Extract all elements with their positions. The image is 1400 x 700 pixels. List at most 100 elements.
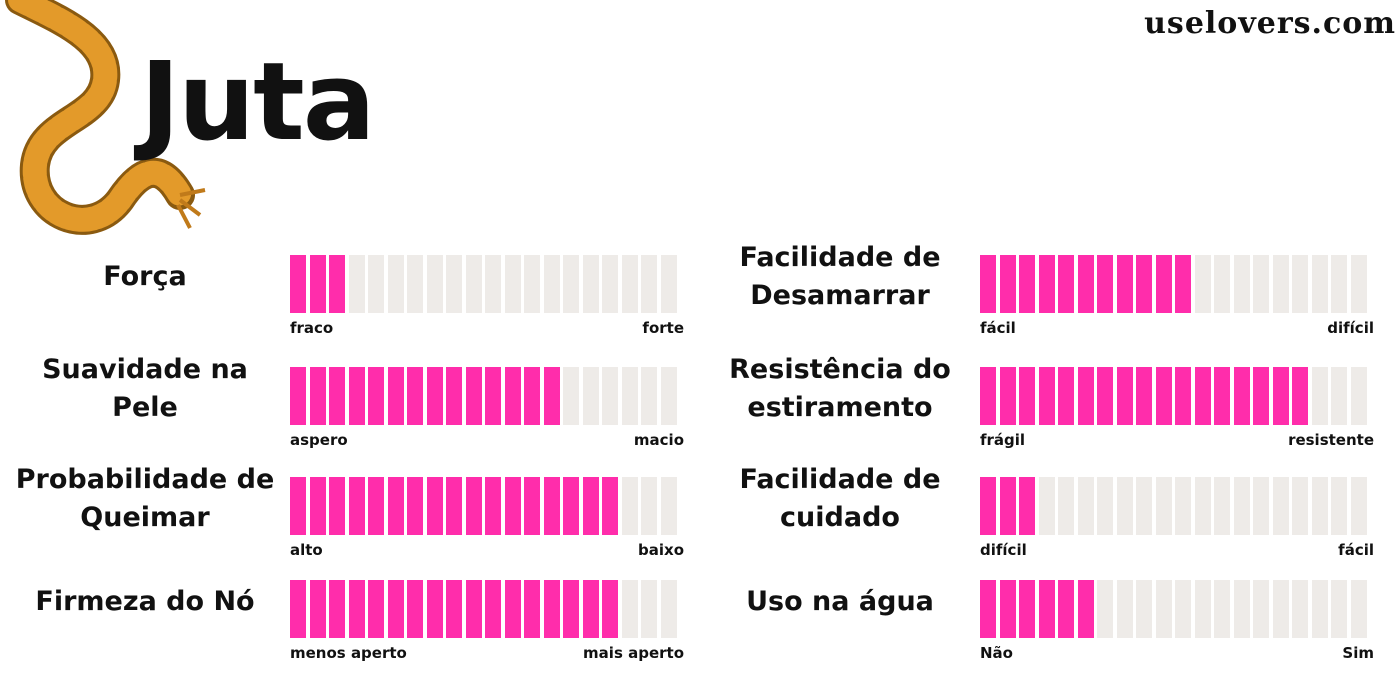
empty-segment <box>1272 477 1289 535</box>
filled-segment <box>1019 580 1035 638</box>
filled-segment <box>290 255 306 313</box>
filled-segment <box>290 477 306 535</box>
filled-segment <box>1194 367 1211 425</box>
empty-segment <box>1175 477 1191 535</box>
high-label: mais aperto <box>583 644 684 662</box>
filled-segment <box>1077 367 1094 425</box>
empty-segment <box>485 255 501 313</box>
empty-segment <box>426 255 443 313</box>
filled-segment <box>1058 255 1074 313</box>
filled-segment <box>504 580 521 638</box>
filled-segment <box>582 580 599 638</box>
filled-segment <box>1116 367 1133 425</box>
filled-segment <box>543 580 560 638</box>
high-label: forte <box>642 319 684 337</box>
rating-bar <box>980 580 1370 638</box>
filled-segment <box>1136 367 1152 425</box>
filled-segment <box>999 477 1016 535</box>
empty-segment <box>407 255 423 313</box>
empty-segment <box>1214 580 1230 638</box>
empty-segment <box>1136 477 1152 535</box>
filled-segment <box>524 580 540 638</box>
filled-segment <box>329 477 345 535</box>
high-label: resistente <box>1288 431 1374 449</box>
filled-segment <box>407 367 423 425</box>
high-label: fácil <box>1338 541 1374 559</box>
filled-segment <box>290 367 306 425</box>
empty-segment <box>1350 580 1367 638</box>
filled-segment <box>1272 367 1289 425</box>
filled-segment <box>980 367 996 425</box>
empty-segment <box>504 255 521 313</box>
low-label: menos aperto <box>290 644 407 662</box>
filled-segment <box>309 580 326 638</box>
empty-segment <box>524 255 540 313</box>
empty-segment <box>1331 477 1347 535</box>
rating-bar <box>980 255 1370 313</box>
empty-segment <box>602 367 618 425</box>
filled-segment <box>1058 580 1074 638</box>
empty-segment <box>1097 580 1113 638</box>
empty-segment <box>1194 255 1211 313</box>
filled-segment <box>980 255 996 313</box>
filled-segment <box>368 367 384 425</box>
empty-segment <box>621 477 638 535</box>
filled-segment <box>602 477 618 535</box>
empty-segment <box>641 367 657 425</box>
filled-segment <box>1136 255 1152 313</box>
rating-bar <box>290 255 680 313</box>
filled-segment <box>485 580 501 638</box>
empty-segment <box>1253 255 1269 313</box>
filled-segment <box>602 580 618 638</box>
empty-segment <box>348 255 365 313</box>
empty-segment <box>1292 580 1308 638</box>
rating-label: Firmeza do Nó <box>35 586 255 617</box>
filled-segment <box>1097 255 1113 313</box>
rope-illustration <box>5 0 206 235</box>
empty-segment <box>621 255 638 313</box>
filled-segment <box>465 367 482 425</box>
filled-segment <box>504 367 521 425</box>
rating-bar <box>980 477 1370 535</box>
filled-segment <box>329 367 345 425</box>
filled-segment <box>524 477 540 535</box>
empty-segment <box>1116 477 1133 535</box>
empty-segment <box>621 367 638 425</box>
filled-segment <box>1097 367 1113 425</box>
rating-label: Probabilidade de Queimar <box>15 464 275 533</box>
low-label: alto <box>290 541 323 559</box>
site-name: uselovers.com <box>1144 6 1396 41</box>
filled-segment <box>309 477 326 535</box>
filled-segment <box>1038 367 1055 425</box>
low-label: Não <box>980 644 1013 662</box>
low-label: difícil <box>980 541 1027 559</box>
filled-segment <box>524 367 540 425</box>
filled-segment <box>387 477 404 535</box>
high-label: baixo <box>638 541 684 559</box>
filled-segment <box>1077 580 1094 638</box>
empty-segment <box>602 255 618 313</box>
filled-segment <box>1155 367 1172 425</box>
rating-label: Uso na água <box>746 586 934 617</box>
empty-segment <box>563 255 579 313</box>
empty-segment <box>1350 367 1367 425</box>
empty-segment <box>1155 477 1172 535</box>
empty-segment <box>1350 255 1367 313</box>
rating-label: Facilidade de cuidado <box>739 464 941 533</box>
empty-segment <box>1194 580 1211 638</box>
filled-segment <box>426 580 443 638</box>
empty-segment <box>1136 580 1152 638</box>
empty-segment <box>1292 255 1308 313</box>
filled-segment <box>426 477 443 535</box>
filled-segment <box>999 580 1016 638</box>
filled-segment <box>446 580 462 638</box>
filled-segment <box>1058 367 1074 425</box>
rating-bar <box>980 367 1370 425</box>
filled-segment <box>387 367 404 425</box>
filled-segment <box>1038 255 1055 313</box>
empty-segment <box>543 255 560 313</box>
empty-segment <box>1214 477 1230 535</box>
filled-segment <box>999 255 1016 313</box>
rating-label: Força <box>103 261 187 292</box>
empty-segment <box>446 255 462 313</box>
